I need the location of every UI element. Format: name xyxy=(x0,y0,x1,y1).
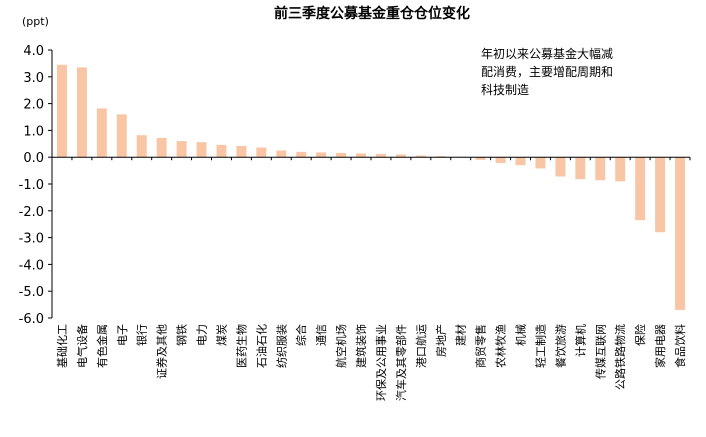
bar xyxy=(615,157,626,182)
bar xyxy=(116,114,127,158)
bars xyxy=(56,64,686,310)
bar xyxy=(435,156,446,158)
bar xyxy=(635,157,646,221)
x-tick-labels: 基础化工 电气设备 有色金属 电子 银行 证券及其他 钢铁 电力 煤炭 医药生物 石油石化 纺织服装综… xyxy=(55,324,687,401)
bar xyxy=(415,155,426,158)
y-tick-label: 3.0 xyxy=(23,71,44,86)
y-axis: 4.0 3.0 2.0 1.0 0.0 -1.0 -2.0 -3.0 -4.0 -5.0 -6.0 xyxy=(19,44,53,327)
bar xyxy=(595,157,606,181)
x-tick-label: 房地产 xyxy=(434,324,448,357)
bar xyxy=(356,153,367,158)
y-tick-label: 4.0 xyxy=(23,44,44,59)
x-tick-label: 建筑装饰 xyxy=(354,324,368,368)
annotation-line: 配消费，主要增配周期和 xyxy=(481,65,613,79)
x-tick-label: 机械 xyxy=(514,324,528,346)
bar xyxy=(156,137,167,158)
bar xyxy=(256,147,267,158)
x-tick-label: 证券及其他 xyxy=(155,324,169,379)
bar xyxy=(56,64,67,158)
x-tick-label: 保险 xyxy=(633,324,647,346)
bar xyxy=(515,157,526,166)
x-tick-label: 家用电器 xyxy=(653,324,667,368)
x-tick-label: 石油石化 xyxy=(254,324,268,368)
y-tick-label: 2.0 xyxy=(23,98,44,113)
bar xyxy=(395,154,406,158)
x-tick-label: 航空机场 xyxy=(334,324,348,368)
x-tick-label: 综合 xyxy=(294,324,308,346)
x-tick-label: 通信 xyxy=(315,324,328,346)
x-axis xyxy=(51,156,691,161)
y-tick-label: 0.0 xyxy=(23,151,44,166)
x-tick-label: 建材 xyxy=(454,324,468,346)
bar xyxy=(535,157,546,169)
x-tick-label: 农林牧渔 xyxy=(494,324,508,368)
bar xyxy=(675,157,686,310)
bar xyxy=(375,153,386,158)
y-tick-label: -4.0 xyxy=(19,258,44,273)
x-tick-label: 银行 xyxy=(135,324,149,346)
y-tick-label: -6.0 xyxy=(19,312,44,327)
x-tick-label: 纺织服装 xyxy=(274,324,288,368)
y-tick-label: -3.0 xyxy=(19,232,44,247)
y-tick-label: -5.0 xyxy=(19,285,44,300)
x-tick-label: 电子 xyxy=(116,324,129,346)
bar xyxy=(216,144,227,158)
x-tick-label: 传媒互联网 xyxy=(594,324,607,379)
y-tick-label: -2.0 xyxy=(19,205,44,220)
bar xyxy=(96,108,107,158)
y-axis-unit: (ppt) xyxy=(22,15,49,28)
x-tick-label: 轻工制造 xyxy=(533,324,547,368)
bar xyxy=(196,142,207,158)
x-tick-label: 汽车及其零部件 xyxy=(394,324,408,401)
x-tick-label: 计算机 xyxy=(573,324,587,357)
x-tick-label: 电气设备 xyxy=(75,324,89,368)
bar xyxy=(655,157,666,233)
bar xyxy=(316,152,327,158)
bar xyxy=(336,152,347,158)
x-tick-label: 有色金属 xyxy=(95,324,109,368)
bar xyxy=(475,157,486,160)
y-tick-label: -1.0 xyxy=(19,178,44,193)
annotation-line: 科技制造 xyxy=(481,83,529,97)
bar xyxy=(76,67,87,158)
x-tick-label: 餐饮旅游 xyxy=(553,324,567,368)
x-tick-label: 基础化工 xyxy=(55,324,69,368)
bar xyxy=(176,141,187,158)
x-tick-label: 商贸零售 xyxy=(474,324,488,368)
bar xyxy=(296,151,307,158)
bar xyxy=(495,157,506,164)
x-tick-label: 食品饮料 xyxy=(673,324,687,368)
x-tick-label: 电力 xyxy=(196,324,209,346)
bar xyxy=(276,150,287,158)
bar xyxy=(236,145,247,158)
x-tick-label: 环保及公用事业 xyxy=(374,324,388,401)
x-tick-label: 医药生物 xyxy=(234,324,248,368)
x-tick-label: 煤炭 xyxy=(215,324,228,346)
bar xyxy=(575,157,586,180)
chart-title: 前三季度公募基金重仓仓位变化 xyxy=(274,5,470,22)
x-tick-label: 港口航运 xyxy=(414,324,428,368)
x-tick-label: 钢铁 xyxy=(176,324,189,346)
bar xyxy=(136,135,147,158)
y-tick-label: 1.0 xyxy=(23,124,44,139)
annotation-line: 年初以来公募基金大幅减 xyxy=(481,46,613,61)
x-tick-label: 公路铁路物流 xyxy=(613,324,627,390)
bar xyxy=(555,157,566,177)
